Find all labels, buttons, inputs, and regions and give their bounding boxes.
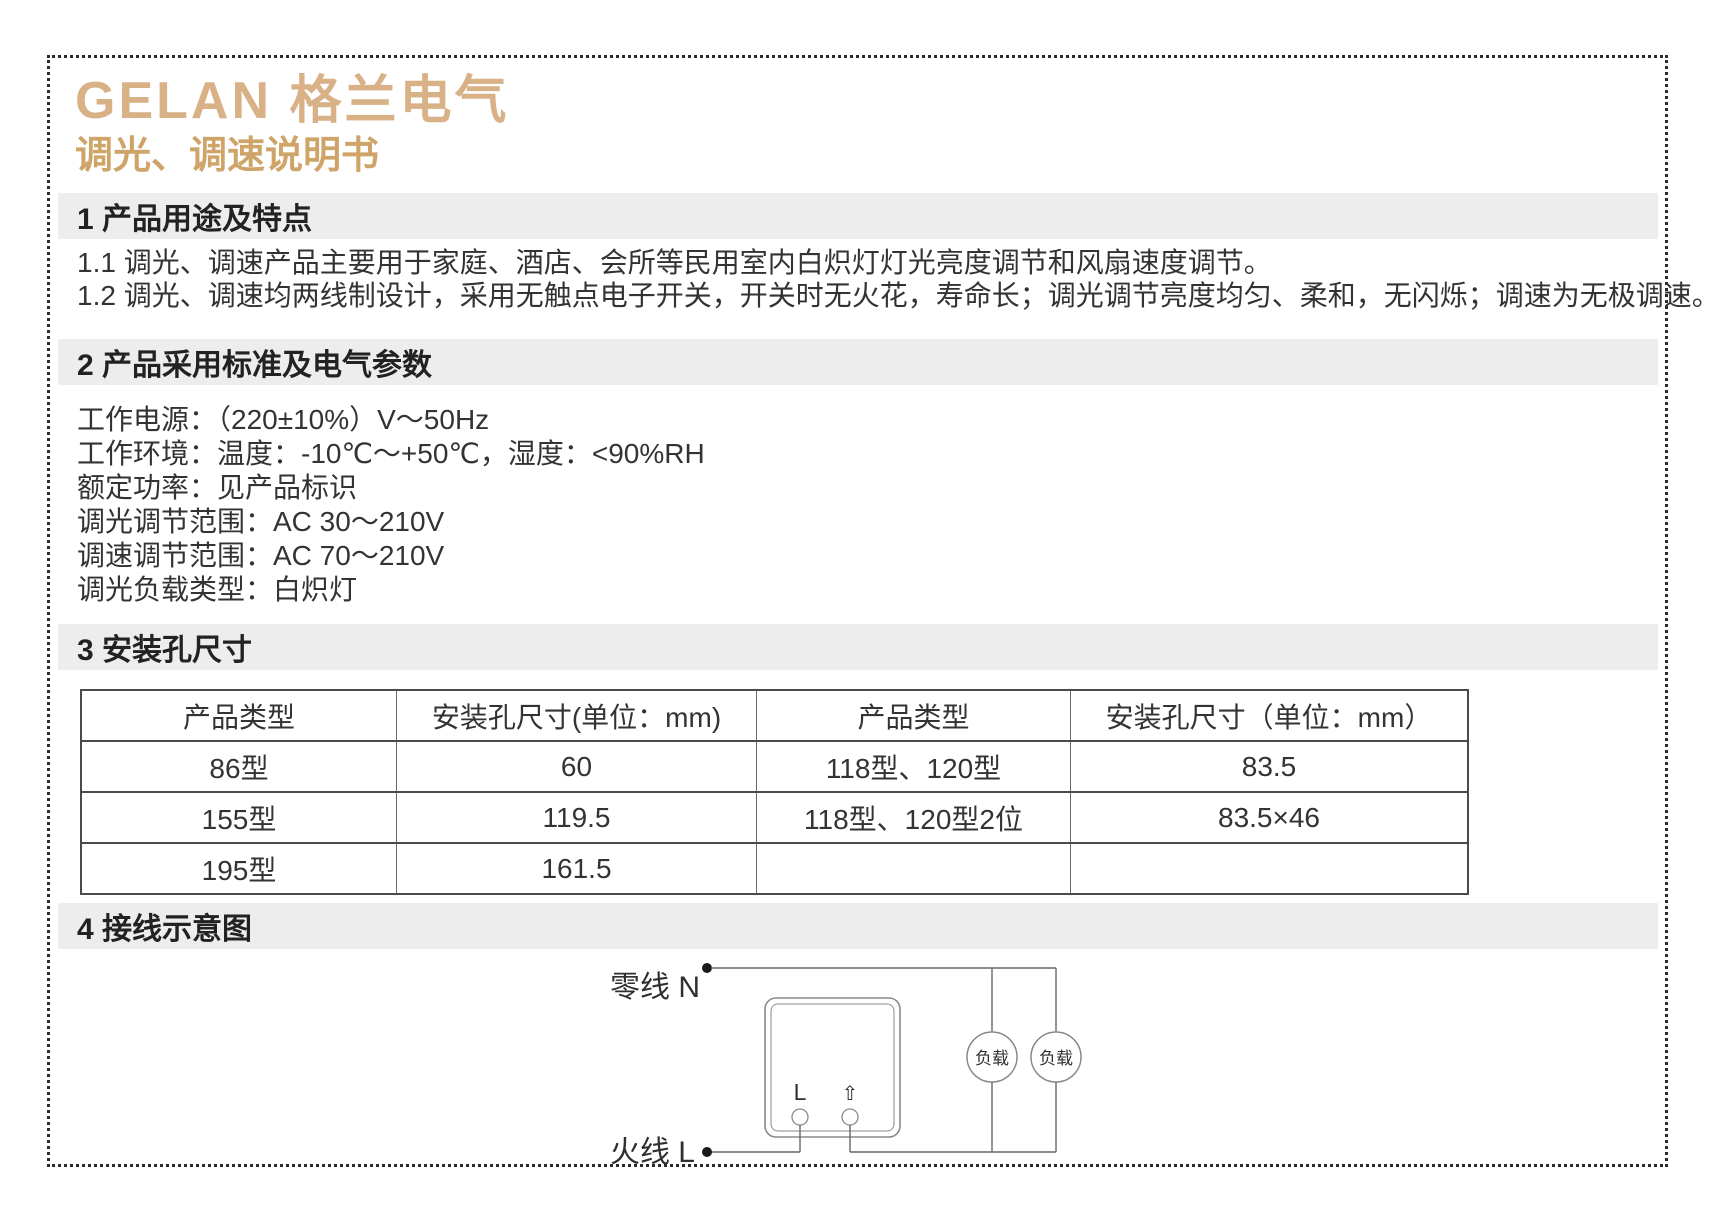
terminal-l-label: L (794, 1079, 807, 1105)
terminal-out-circle (841, 1108, 859, 1126)
live-node-dot (702, 1147, 712, 1157)
feature-item-2: 1.2 调光、调速均两线制设计，采用无触点电子开关，开关时无火花，寿命长；调光调… (77, 280, 1717, 311)
spec-rated-power: 额定功率：见产品标识 (77, 472, 358, 503)
section1-body: 1.1 调光、调速产品主要用于家庭、酒店、会所等民用室内白炽灯灯光亮度调节和风扇… (77, 246, 1717, 312)
section2-body: 工作电源：（220±10%）V～50Hz 工作环境：温度：-10℃～+50℃，湿… (77, 403, 705, 607)
section3-header-bar: 3 安装孔尺寸 (58, 624, 1658, 670)
dotted-border-frame (47, 55, 1668, 1167)
cell: 195型 (80, 842, 397, 895)
cell (756, 842, 1071, 895)
spec-dimming-range: 调光调节范围：AC 30～210V (77, 506, 445, 537)
col-header-product-type-left: 产品类型 (80, 689, 397, 742)
section1-header-bar: 1 产品用途及特点 (58, 193, 1658, 239)
spec-load-type: 调光负载类型：白炽灯 (77, 574, 358, 605)
cell: 83.5 (1070, 740, 1469, 793)
table-row: 155型 119.5 118型、120型2位 83.5×46 (80, 791, 1469, 844)
section3-heading: 3 安装孔尺寸 (77, 634, 253, 667)
table-header-row: 产品类型 安装孔尺寸(单位：mm) 产品类型 安装孔尺寸（单位：mm） (80, 689, 1469, 742)
document-title: 调光、调速说明书 (75, 135, 380, 177)
wiring-diagram: 零线 N 负载 负载 L ⇧ 火线 L (610, 963, 1082, 1169)
col-header-hole-size-left: 安装孔尺寸(单位：mm) (396, 689, 757, 742)
cell: 118型、120型 (756, 740, 1071, 793)
cell: 161.5 (396, 842, 757, 895)
cell: 60 (396, 740, 757, 793)
table-row: 195型 161.5 (80, 842, 1469, 895)
section4-heading: 4 接线示意图 (77, 913, 253, 946)
cell: 83.5×46 (1070, 791, 1469, 844)
col-header-product-type-right: 产品类型 (756, 689, 1071, 742)
terminal-l-circle (791, 1108, 809, 1126)
section2-header-bar: 2 产品采用标准及电气参数 (58, 339, 1658, 385)
brand-logo: GELAN 格兰电气 (75, 72, 510, 130)
feature-item-1: 1.1 调光、调速产品主要用于家庭、酒店、会所等民用室内白炽灯灯光亮度调节和风扇… (77, 247, 1272, 278)
section4-header-bar: 4 接线示意图 (58, 903, 1658, 949)
section1-heading: 1 产品用途及特点 (77, 203, 313, 236)
cell: 118型、120型2位 (756, 791, 1071, 844)
section2-heading: 2 产品采用标准及电气参数 (77, 349, 433, 382)
neutral-node-dot (702, 963, 712, 973)
spec-speed-range: 调速调节范围：AC 70～210V (77, 540, 445, 571)
terminal-l-wire (711, 1125, 801, 1153)
spec-environment: 工作环境：温度：-10℃～+50℃，湿度：<90%RH (77, 438, 705, 469)
mounting-hole-table: 产品类型 安装孔尺寸(单位：mm) 产品类型 安装孔尺寸（单位：mm） 86型 … (80, 689, 1469, 895)
table-row: 86型 60 118型、120型 83.5 (80, 740, 1469, 793)
cell (1070, 842, 1469, 895)
spec-power: 工作电源：（220±10%）V～50Hz (77, 404, 490, 435)
cell: 155型 (80, 791, 397, 844)
cell: 86型 (80, 740, 397, 793)
dimmer-box-inner (770, 1003, 895, 1132)
col-header-hole-size-right: 安装孔尺寸（单位：mm） (1070, 689, 1469, 742)
neutral-wire-label: 零线 N (610, 971, 700, 1004)
dimmer-box-outer (764, 997, 901, 1138)
load1-label: 负载 (975, 1049, 1009, 1068)
live-wire-label: 火线 L (610, 1136, 695, 1169)
load2-label: 负载 (1039, 1049, 1073, 1068)
terminal-arrow-icon: ⇧ (842, 1083, 859, 1105)
cell: 119.5 (396, 791, 757, 844)
